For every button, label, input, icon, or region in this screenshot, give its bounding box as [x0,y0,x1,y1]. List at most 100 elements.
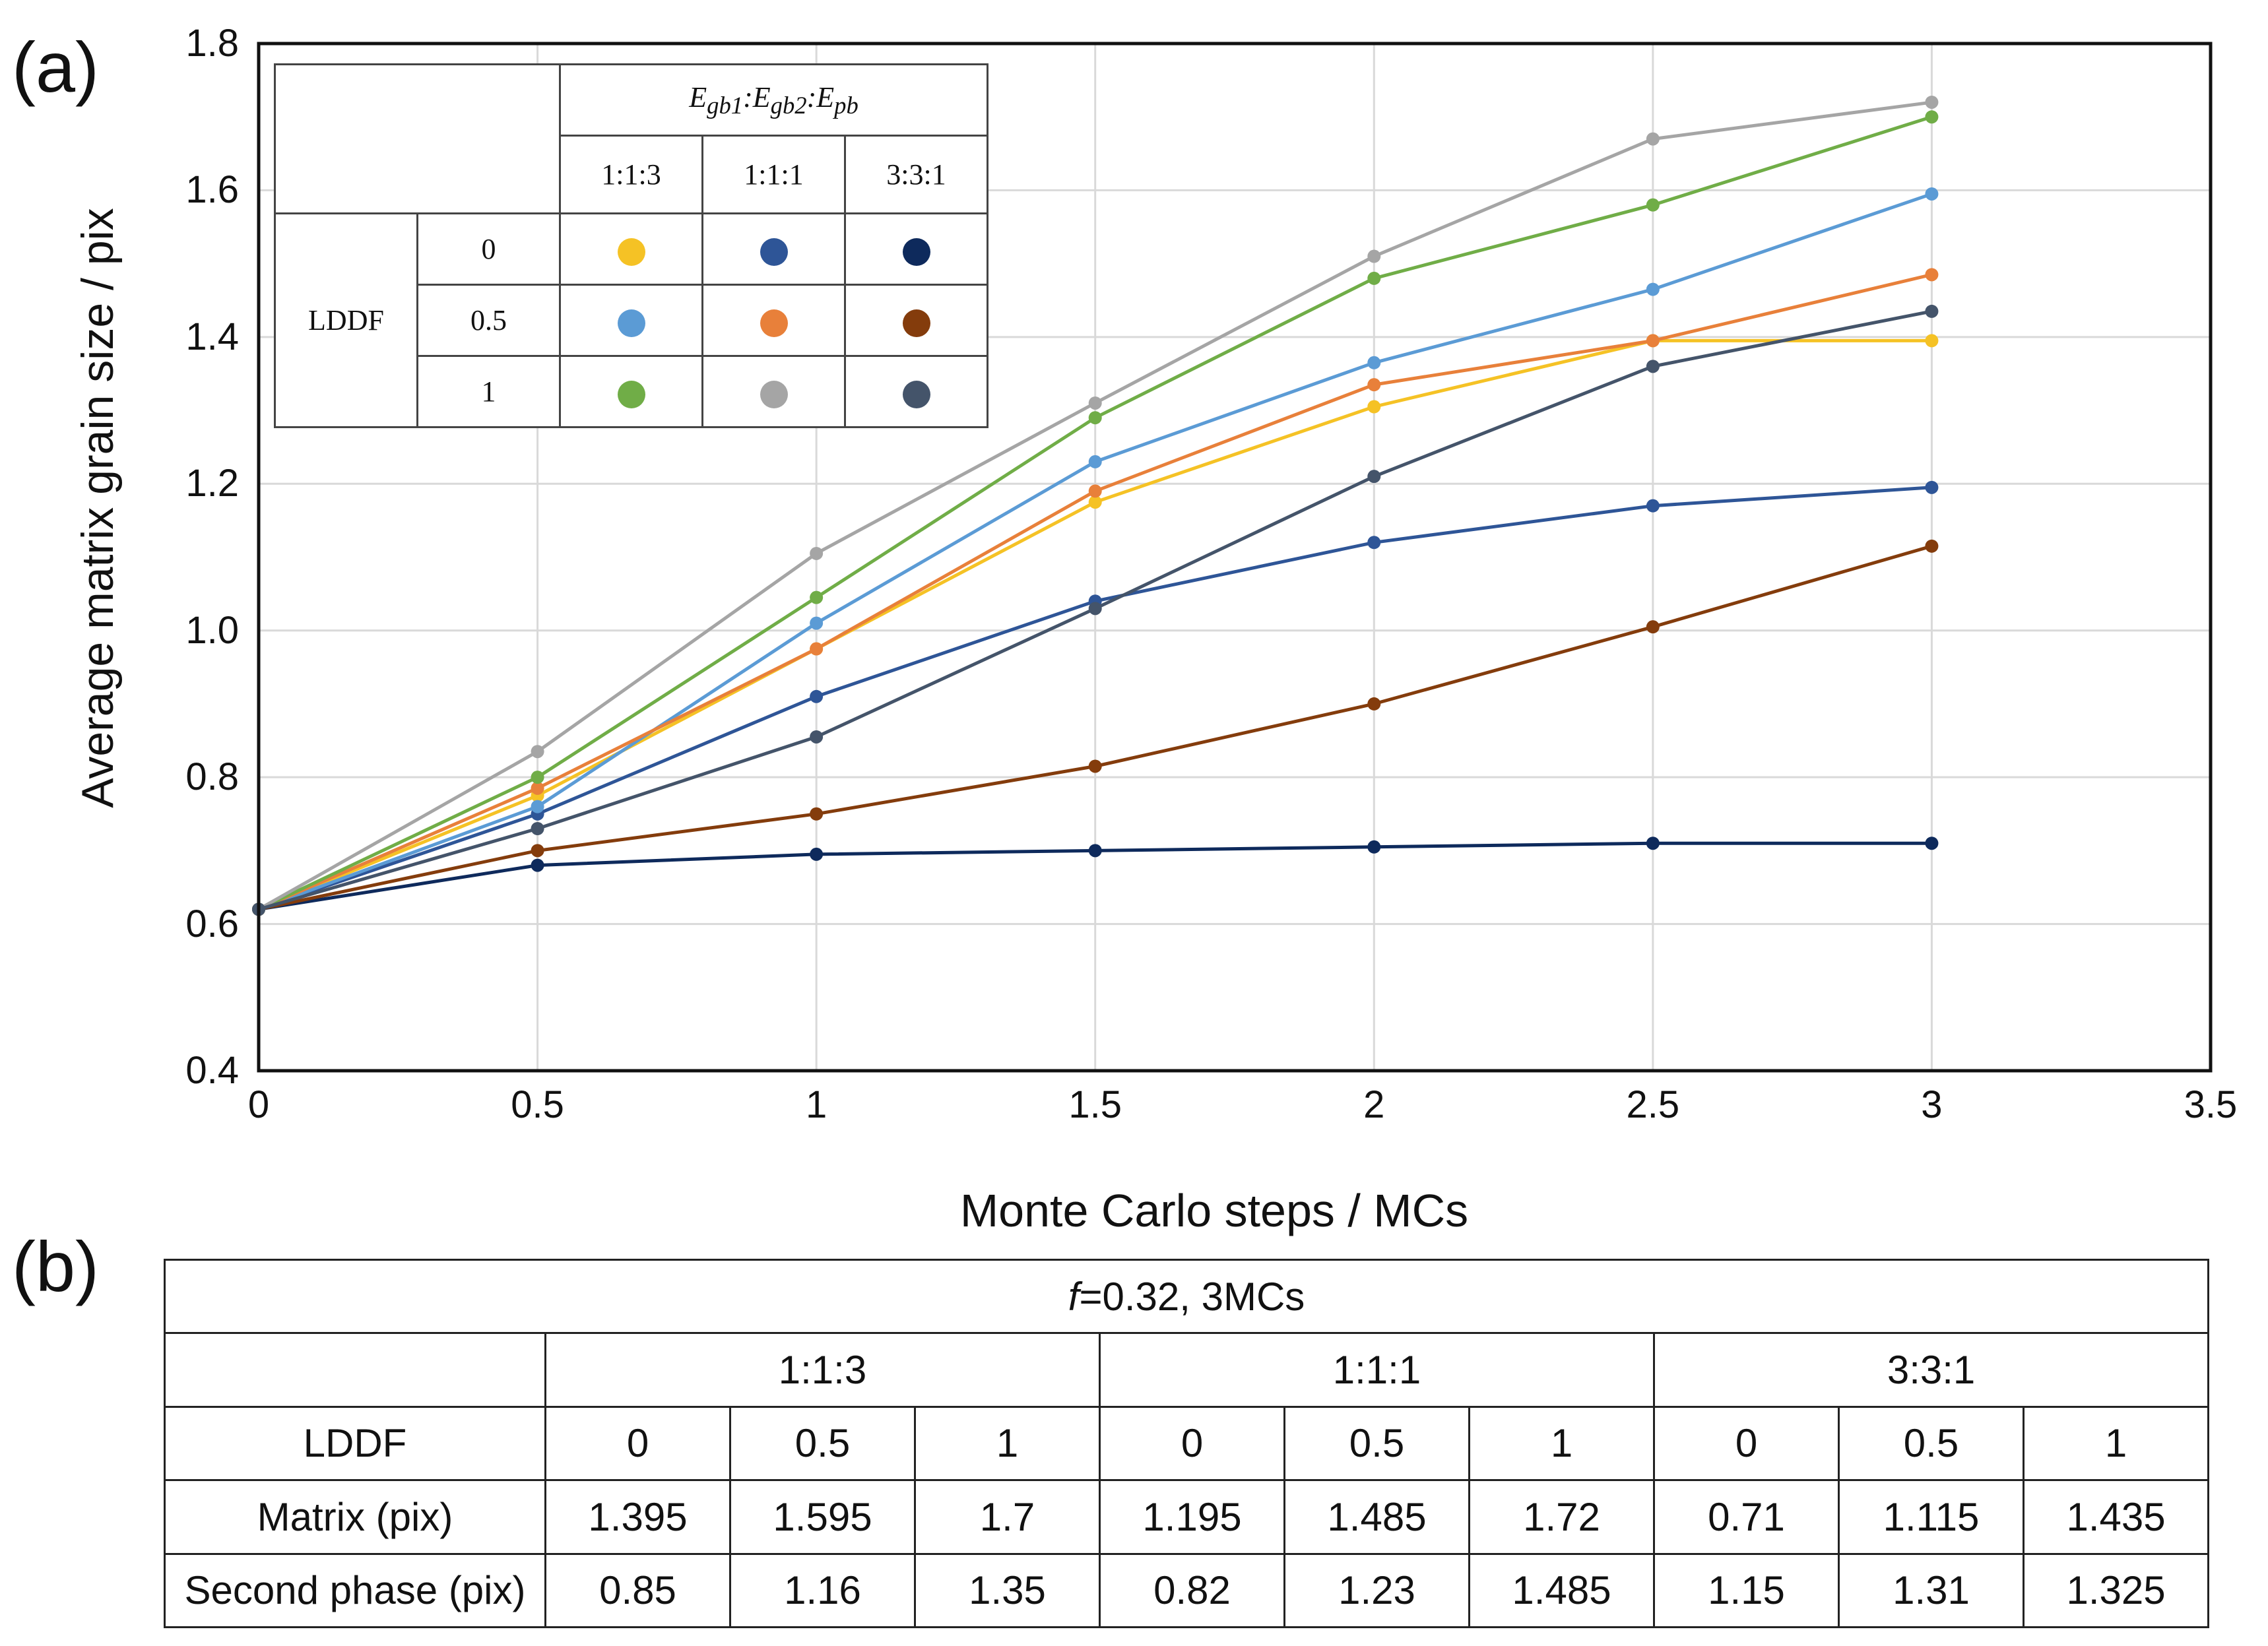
table-cell: 0.82 [1099,1552,1285,1629]
legend-cell [701,212,846,286]
data-point [810,590,824,604]
table-lddf-label: LDDF [164,1405,546,1482]
x-tick-label: 2.5 [1626,1083,1680,1126]
table-cell: 0 [1653,1405,1840,1482]
data-point [1367,400,1381,414]
table-matrix-label: Matrix (pix) [164,1479,546,1555]
data-point [810,847,824,861]
data-point [1646,360,1660,373]
legend-ratio-3-3-1: 3:3:1 [843,135,989,214]
data-point [1088,495,1102,509]
data-point [1088,602,1102,616]
data-point [1646,499,1660,513]
x-tick-label: 3 [1921,1083,1943,1126]
data-point [531,844,544,858]
legend-ratio-gb1: gb1 [707,91,744,119]
legend-cell [559,284,703,357]
data-point [810,546,824,560]
legend-ratio-e3: :E [806,81,835,114]
plot-frame [257,42,2213,1073]
table-ratio-1-1-3: 1:1:3 [544,1332,1101,1408]
legend-corner-cell [274,63,561,214]
table-empty-cell [164,1332,546,1408]
series-8 [252,304,1939,916]
x-tick-label: 3.5 [2184,1083,2238,1126]
data-point [1925,539,1939,553]
legend-marker [617,309,645,337]
table-ratio-1-1-1: 1:1:1 [1099,1332,1655,1408]
table-cell: 1.7 [914,1479,1101,1555]
data-point [531,821,544,835]
data-point [1925,110,1939,124]
table-cell: 1.23 [1283,1552,1470,1629]
table-cell: 1.15 [1653,1552,1840,1629]
legend-ratio-1-1-3: 1:1:3 [559,135,703,214]
legend-ratio-e2: :E [743,81,771,114]
y-tick-label: 1.0 [185,608,239,652]
legend-marker [760,237,788,266]
data-point [1367,697,1381,711]
results-table: f=0.32, 3MCs 1:1:3 1:1:1 3:3:1 LDDF 0 0.… [163,1258,2210,1629]
data-point [810,730,824,744]
table-cell: 1.325 [2022,1552,2210,1629]
table-cell: 1.195 [1099,1479,1285,1555]
y-tick-label: 0.4 [185,1049,239,1092]
legend-marker [760,380,788,408]
data-point [1925,480,1939,494]
table-cell: 1.435 [2022,1479,2210,1555]
table-ratio-3-3-1: 3:3:1 [1652,1332,2210,1408]
legend-ratio-header: Egb1:Egb2:Epb [558,63,989,137]
data-point [1088,759,1102,773]
data-point [1367,271,1381,285]
y-tick-label: 0.6 [185,902,239,945]
table-cell: 0.85 [544,1552,731,1629]
data-point [1646,132,1660,146]
table-cell: 1.485 [1283,1479,1470,1555]
data-point [810,642,824,656]
panel-b-label: (b) [12,1226,99,1306]
table-title-rest: =0.32, 3MCs [1079,1274,1305,1319]
table-cell: 1 [914,1405,1101,1482]
data-point [1925,334,1939,348]
table-cell: 0.71 [1653,1479,1840,1555]
table-cell: 0.5 [729,1405,916,1482]
data-point [1367,378,1381,392]
table-cell: 0 [544,1405,731,1482]
data-point [1088,411,1102,425]
legend-cell [701,284,846,357]
x-tick-label: 0 [247,1083,270,1126]
y-tick-label: 0.8 [185,755,239,799]
legend-table: Egb1:Egb2:Epb 1:1:3 1:1:1 3:3:1 LDDF 0 0… [274,63,989,428]
y-tick-label: 1.6 [185,168,239,212]
legend-cell [843,212,989,286]
data-point [1925,95,1939,109]
table-cell: 1 [1468,1405,1655,1482]
legend-marker [902,309,930,337]
data-point [1646,282,1660,296]
data-point [1088,484,1102,498]
data-point [1925,304,1939,318]
legend-ratio-gb2: gb2 [770,91,807,119]
table-title-f: f [1068,1274,1080,1319]
data-point [1088,396,1102,410]
legend-marker [760,309,788,337]
legend-marker [902,380,930,408]
data-point [1925,837,1939,850]
data-point [1367,536,1381,550]
x-axis-label: Monte Carlo steps / MCs [959,1185,1469,1236]
table-second-phase-label: Second phase (pix) [164,1552,546,1629]
data-point [810,807,824,821]
table-cell: 0.5 [1283,1405,1470,1482]
data-point [1088,455,1102,468]
legend-marker [617,237,645,266]
legend-marker [902,237,930,266]
data-point [1646,620,1660,634]
table-cell: 1 [2022,1405,2210,1482]
legend-cell [843,355,989,428]
table-cell: 1.35 [914,1552,1101,1629]
data-point [1646,837,1660,850]
data-point [1646,334,1660,348]
legend-lddf-header: LDDF [274,212,418,428]
data-point [1367,356,1381,369]
data-point [1925,268,1939,282]
